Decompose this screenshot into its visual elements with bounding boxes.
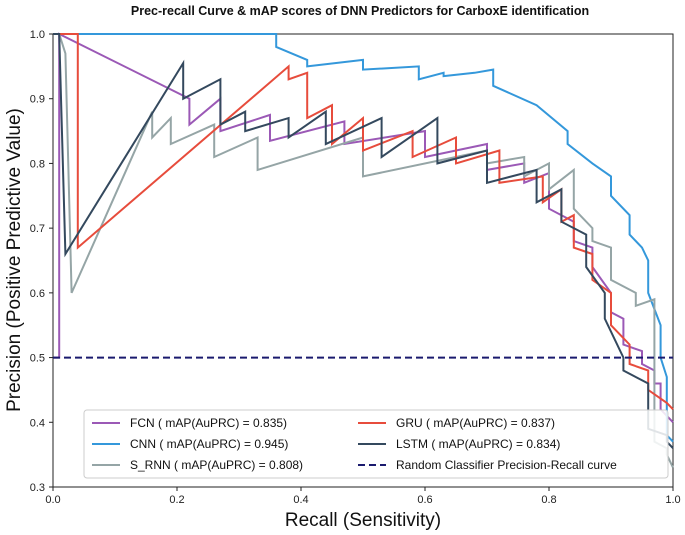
series-line-3 <box>53 33 674 410</box>
y-axis-title: Precision (Positive Predictive Value) <box>4 108 25 412</box>
y-axis: 0.3 0.4 0.5 0.6 0.7 0.8 0.9 1.0 <box>30 29 53 494</box>
legend-label: Random Classifier Precision-Recall curve <box>396 458 617 472</box>
x-tick-label: 0.2 <box>169 494 184 506</box>
x-axis: 0.0 0.2 0.4 0.6 0.8 1.0 <box>45 487 681 506</box>
y-tick-label: 0.4 <box>30 417 45 429</box>
y-tick-label: 0.9 <box>30 94 45 106</box>
y-tick-label: 1.0 <box>30 29 45 41</box>
chart-title: Prec-recall Curve & mAP scores of DNN Pr… <box>131 4 589 18</box>
y-tick-label: 0.5 <box>30 353 45 365</box>
x-tick-label: 0.0 <box>45 494 60 506</box>
legend-label: GRU ( mAP(AuPRC) = 0.837) <box>396 416 555 430</box>
legend-label: FCN ( mAP(AuPRC) = 0.835) <box>130 416 287 430</box>
legend-label: LSTM ( mAP(AuPRC) = 0.834) <box>396 437 560 451</box>
series-line-2 <box>53 33 674 469</box>
y-tick-label: 0.3 <box>30 482 45 494</box>
y-tick-label: 0.7 <box>30 223 45 235</box>
legend-label: CNN ( mAP(AuPRC) = 0.945) <box>130 437 288 451</box>
series-line-1 <box>53 33 674 443</box>
x-tick-label: 0.6 <box>417 494 432 506</box>
x-tick-label: 0.8 <box>541 494 556 506</box>
series-line-4 <box>53 33 674 449</box>
legend: FCN ( mAP(AuPRC) = 0.835) CNN ( mAP(AuPRC… <box>83 409 669 479</box>
x-tick-label: 1.0 <box>665 494 680 506</box>
y-tick-label: 0.6 <box>30 288 45 300</box>
legend-label: S_RNN ( mAP(AuPRC) = 0.808) <box>130 458 303 472</box>
y-tick-label: 0.8 <box>30 158 45 170</box>
plot-area-frame <box>52 33 674 488</box>
series-line-0 <box>53 32 674 423</box>
x-axis-title: Recall (Sensitivity) <box>285 510 441 531</box>
x-tick-label: 0.4 <box>293 494 308 506</box>
curves-group <box>53 32 674 469</box>
